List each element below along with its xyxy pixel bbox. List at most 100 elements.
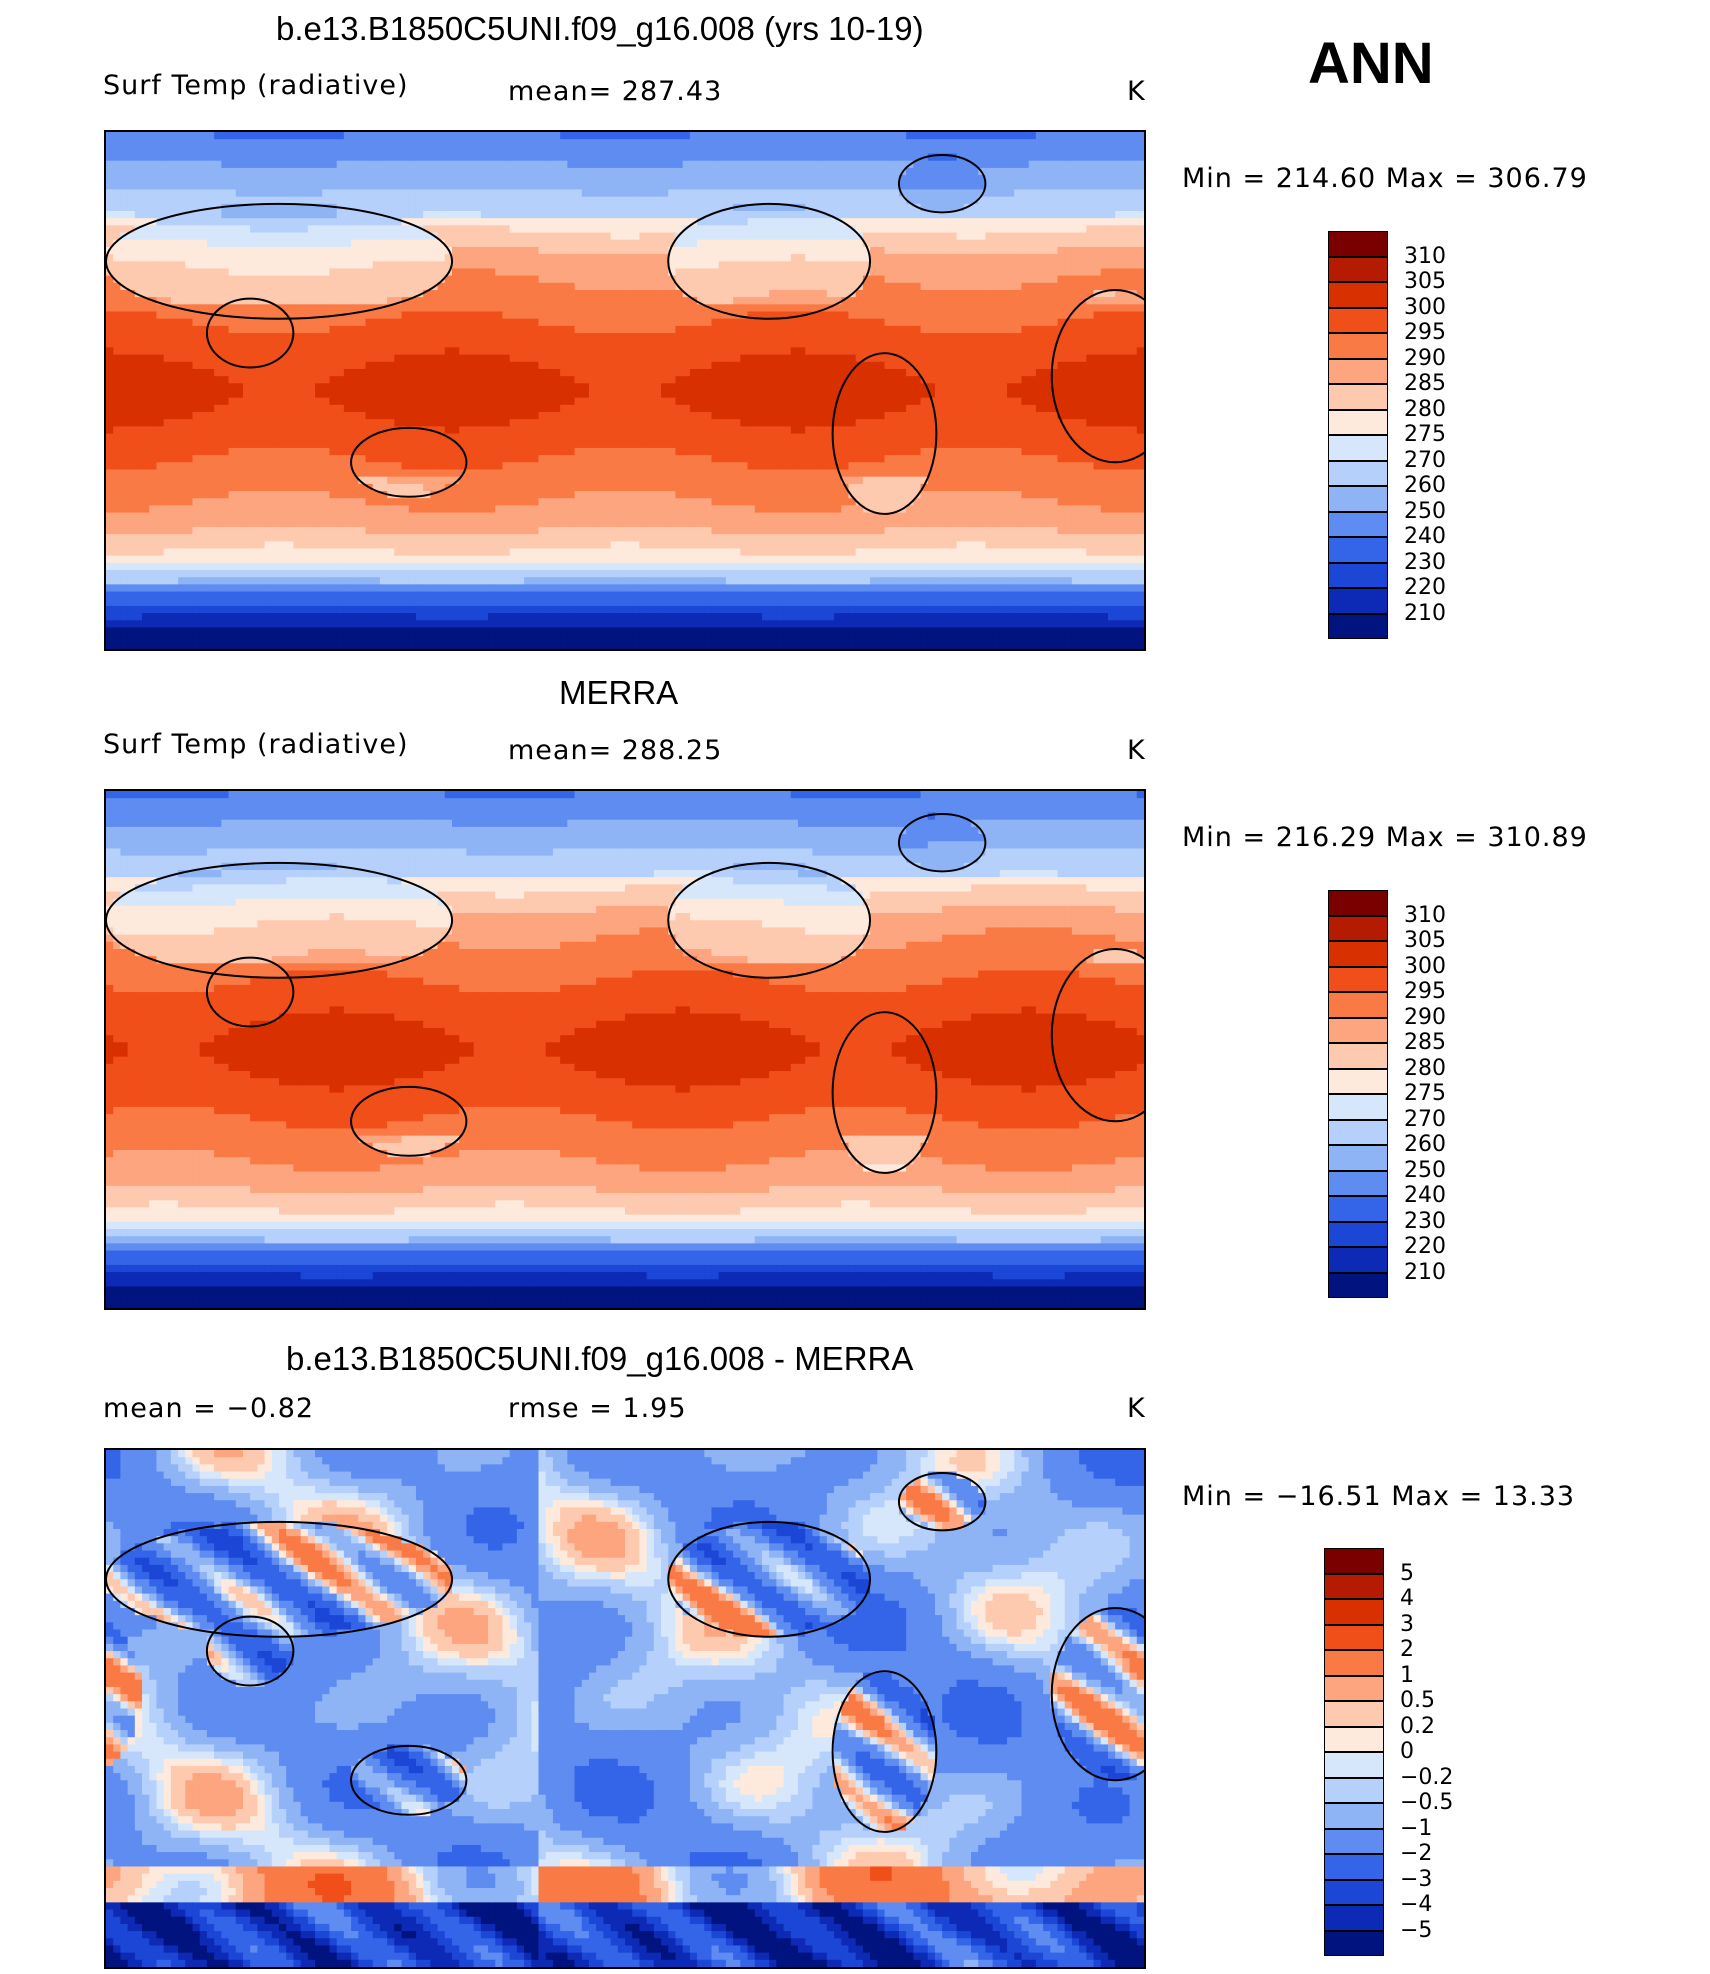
panel1-colorbar-tick-label: 275 — [1404, 422, 1446, 447]
panel3-colorbar-tick-label: 3 — [1400, 1612, 1414, 1637]
panel1-field — [106, 132, 1144, 649]
panel3-map — [104, 1448, 1146, 1969]
panel1-colorbar-swatch — [1328, 511, 1388, 537]
panel3-colorbar-tick-label: −0.5 — [1400, 1790, 1453, 1815]
panel1-units-label: K — [1127, 76, 1146, 107]
panel2-colorbar-tick-label: 240 — [1404, 1183, 1446, 1208]
panel1-colorbar-tick-label: 295 — [1404, 320, 1446, 345]
coastline — [205, 1615, 295, 1687]
panel3-colorbar-swatch — [1324, 1726, 1384, 1752]
panel2-colorbar-swatch — [1328, 966, 1388, 992]
coastline — [350, 1744, 468, 1816]
season-label: ANN — [1308, 30, 1434, 97]
panel3-colorbar-swatch — [1324, 1599, 1384, 1625]
panel3-colorbar-swatch — [1324, 1752, 1384, 1778]
coastline — [1050, 289, 1144, 464]
coastline — [205, 956, 295, 1028]
panel1-colorbar-tick-label: 310 — [1404, 244, 1446, 269]
panel2-minmax: Min = 216.29 Max = 310.89 — [1182, 822, 1588, 853]
panel2-colorbar-tick-label: 260 — [1404, 1132, 1446, 1157]
coastline — [1050, 1607, 1144, 1782]
coastline — [350, 426, 468, 498]
coastline — [831, 1670, 938, 1833]
panel3-colorbar-swatch — [1324, 1879, 1384, 1905]
coastline — [667, 1520, 872, 1638]
panel3-colorbar-swatch — [1324, 1930, 1384, 1956]
panel3-colorbar-tick-label: −4 — [1400, 1892, 1432, 1917]
panel2-colorbar-swatch — [1328, 1017, 1388, 1043]
coastline — [897, 813, 987, 873]
panel2-colorbar-tick-label: 210 — [1404, 1260, 1446, 1285]
panel2-title: MERRA — [559, 674, 678, 712]
panel1-title: b.e13.B1850C5UNI.f09_g16.008 (yrs 10-19) — [276, 10, 924, 48]
panel3-colorbar-tick-label: 0.2 — [1400, 1714, 1435, 1739]
coastline — [897, 154, 987, 214]
panel1-colorbar-tick-label: 230 — [1404, 550, 1446, 575]
panel2-colorbar-swatch — [1328, 1094, 1388, 1120]
panel2-colorbar-tick-label: 270 — [1404, 1107, 1446, 1132]
panel2-colorbar-swatch — [1328, 1247, 1388, 1273]
panel1-colorbar-swatch — [1328, 613, 1388, 639]
panel3-colorbar-swatch — [1324, 1548, 1384, 1574]
panel3-colorbar-swatch — [1324, 1675, 1384, 1701]
panel2-colorbar: 310 305 300 295 290 285 280 275 270 260 250 240 230 2… — [1328, 890, 1468, 1302]
panel1-colorbar-swatch — [1328, 460, 1388, 486]
panel3-colorbar-swatch — [1324, 1828, 1384, 1854]
panel2-colorbar-tick-label: 220 — [1404, 1234, 1446, 1259]
panel2-mean-label: mean= 288.25 — [508, 735, 722, 766]
panel2-colorbar-swatch — [1328, 941, 1388, 967]
coastline — [897, 1472, 987, 1532]
panel3-colorbar-swatch — [1324, 1777, 1384, 1803]
panel1-colorbar-tick-label: 300 — [1404, 295, 1446, 320]
coastline — [831, 1011, 938, 1174]
panel2-units-label: K — [1127, 735, 1146, 766]
panel1-colorbar-swatch — [1328, 333, 1388, 359]
panel2-colorbar-tick-label: 295 — [1404, 979, 1446, 1004]
coastline — [106, 1520, 454, 1638]
panel1-colorbar-swatch — [1328, 231, 1388, 257]
panel3-colorbar-tick-label: −3 — [1400, 1867, 1432, 1892]
panel3-colorbar-swatch — [1324, 1624, 1384, 1650]
panel2-colorbar-tick-label: 280 — [1404, 1056, 1446, 1081]
panel2-colorbar-tick-label: 290 — [1404, 1005, 1446, 1030]
panel2-colorbar-tick-label: 230 — [1404, 1209, 1446, 1234]
panel2-colorbar-tick-label: 310 — [1404, 903, 1446, 928]
panel2-colorbar-swatch — [1328, 1196, 1388, 1222]
panel3-colorbar-tick-label: −1 — [1400, 1816, 1432, 1841]
panel3-units-label: K — [1127, 1393, 1146, 1424]
panel2-colorbar-tick-label: 305 — [1404, 928, 1446, 953]
coastline — [205, 297, 295, 369]
panel1-colorbar-swatch — [1328, 409, 1388, 435]
panel3-colorbar-swatch — [1324, 1650, 1384, 1676]
panel3-colorbar-swatch — [1324, 1803, 1384, 1829]
panel3-colorbar-tick-label: 0.5 — [1400, 1688, 1435, 1713]
panel2-colorbar-swatch — [1328, 1145, 1388, 1171]
panel3-colorbar: 5 4 3 2 1 0.5 0.2 0 −0.2 −0.5 −1 −2 −3 −4 −5 — [1324, 1548, 1464, 1960]
coastline — [667, 861, 872, 979]
panel2-colorbar-swatch — [1328, 1119, 1388, 1145]
panel2-variable-label: Surf Temp (radiative) — [103, 729, 409, 760]
panel3-colorbar-tick-label: −5 — [1400, 1918, 1432, 1943]
panel1-colorbar-tick-label: 290 — [1404, 346, 1446, 371]
coastline — [106, 202, 454, 320]
panel1-mean-label: mean= 287.43 — [508, 76, 722, 107]
panel1-colorbar-tick-label: 305 — [1404, 269, 1446, 294]
coastline — [350, 1085, 468, 1157]
panel2-colorbar-swatch — [1328, 1272, 1388, 1298]
panel3-colorbar-tick-label: 2 — [1400, 1637, 1414, 1662]
panel1-colorbar-swatch — [1328, 588, 1388, 614]
panel3-colorbar-tick-label: −0.2 — [1400, 1765, 1453, 1790]
panel1-colorbar-tick-label: 210 — [1404, 601, 1446, 626]
panel3-field — [106, 1450, 1144, 1967]
panel1-colorbar-tick-label: 220 — [1404, 575, 1446, 600]
panel3-colorbar-swatch — [1324, 1854, 1384, 1880]
panel1-colorbar-tick-label: 250 — [1404, 499, 1446, 524]
panel1-colorbar-tick-label: 280 — [1404, 397, 1446, 422]
panel1-colorbar-tick-label: 260 — [1404, 473, 1446, 498]
coastline — [831, 352, 938, 515]
panel1-colorbar: 310 305 300 295 290 285 280 275 270 260 250 240 230 2… — [1328, 231, 1468, 643]
panel1-colorbar-swatch — [1328, 486, 1388, 512]
panel3-colorbar-swatch — [1324, 1905, 1384, 1931]
panel2-colorbar-tick-label: 300 — [1404, 954, 1446, 979]
coastline — [667, 202, 872, 320]
